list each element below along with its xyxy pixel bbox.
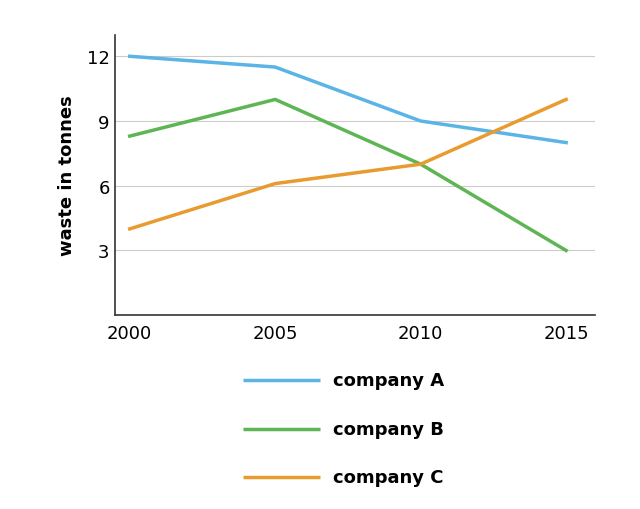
- Line: company A: company A: [130, 57, 566, 144]
- company B: [563, 248, 570, 254]
- company B: [417, 162, 424, 168]
- Text: company C: company C: [333, 468, 444, 486]
- company A: [271, 65, 279, 71]
- Line: company B: company B: [130, 100, 566, 251]
- company C: [563, 97, 570, 103]
- company A: [417, 119, 424, 125]
- company B: [126, 134, 134, 140]
- Y-axis label: waste in tonnes: waste in tonnes: [58, 95, 76, 256]
- company C: [271, 181, 279, 187]
- company A: [126, 54, 134, 60]
- company B: [271, 97, 279, 103]
- company C: [126, 227, 134, 233]
- company C: [417, 162, 424, 168]
- Line: company C: company C: [130, 100, 566, 230]
- Text: company A: company A: [333, 372, 444, 390]
- company A: [563, 140, 570, 147]
- Text: company B: company B: [333, 420, 444, 438]
